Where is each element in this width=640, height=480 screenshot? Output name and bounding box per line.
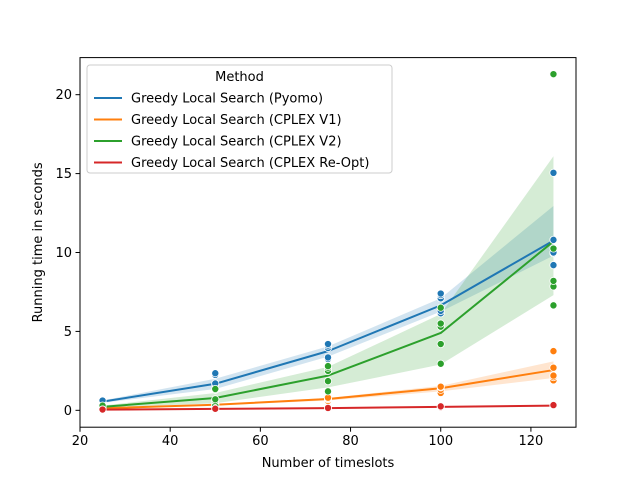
x-tick-label-80: 80	[342, 434, 359, 449]
point-series-4-9[interactable]	[436, 402, 445, 411]
point-series-4-7[interactable]	[323, 403, 332, 412]
point-series-3-23[interactable]	[549, 276, 558, 285]
legend-label-series-2[interactable]: Greedy Local Search (CPLEX V1)	[131, 113, 342, 128]
y-axis-title: Running time in seconds	[31, 162, 46, 322]
point-series-3-20[interactable]	[436, 303, 445, 312]
point-series-2-14[interactable]	[436, 382, 445, 391]
point-series-4-5[interactable]	[211, 404, 220, 413]
legend-label-series-1[interactable]: Greedy Local Search (Pyomo)	[131, 92, 323, 107]
legend-label-series-4[interactable]: Greedy Local Search (CPLEX Re-Opt)	[131, 156, 369, 171]
point-series-2-19[interactable]	[549, 347, 558, 356]
x-axis-title: Number of timeslots	[262, 456, 395, 471]
point-series-3-19[interactable]	[436, 319, 445, 328]
y-tick-label-0: 0	[64, 404, 72, 419]
plot-area	[98, 70, 558, 414]
point-series-3-16[interactable]	[436, 359, 445, 368]
point-series-3-24[interactable]	[549, 244, 558, 253]
legend[interactable]: Method Greedy Local Search (Pyomo) Greedy …	[86, 64, 393, 174]
legend-title: Method	[215, 70, 264, 85]
point-series-3-11[interactable]	[323, 387, 332, 396]
x-tick-label-120: 120	[518, 434, 543, 449]
y-tick-label-5: 5	[64, 325, 72, 340]
point-series-1-15[interactable]	[323, 340, 332, 349]
point-series-4-3[interactable]	[98, 405, 107, 414]
point-series-1-12[interactable]	[323, 353, 332, 362]
y-tick-label-15: 15	[55, 167, 72, 182]
line-series-3	[101, 240, 555, 408]
axes-frame	[79, 57, 577, 428]
point-series-3-25[interactable]	[549, 70, 558, 79]
point-series-2-18[interactable]	[549, 363, 558, 372]
point-series-2-17[interactable]	[549, 371, 558, 380]
point-series-1-25[interactable]	[549, 168, 558, 177]
point-series-4-12[interactable]	[549, 401, 558, 410]
point-series-3-15[interactable]	[323, 362, 332, 371]
point-series-1-21[interactable]	[549, 261, 558, 270]
point-series-1-10[interactable]	[211, 369, 220, 378]
x-tick-label-60: 60	[252, 434, 269, 449]
point-series-3-10[interactable]	[211, 385, 220, 394]
y-tick-label-10: 10	[55, 246, 72, 261]
point-series-3-21[interactable]	[549, 301, 558, 310]
axes: 20 40 60 80 100 120 0 5 10 15 20 Number of timeslot…	[31, 57, 577, 471]
legend-box	[86, 64, 393, 174]
point-series-3-17[interactable]	[436, 340, 445, 349]
x-tick-label-40: 40	[162, 434, 179, 449]
y-tick-label-20: 20	[55, 88, 72, 103]
point-series-1-20[interactable]	[436, 289, 445, 298]
plot-content	[98, 70, 558, 414]
x-tick-label-20: 20	[72, 434, 89, 449]
point-series-1-24[interactable]	[549, 235, 558, 244]
point-series-3-8[interactable]	[211, 395, 220, 404]
point-series-3-12[interactable]	[323, 377, 332, 386]
legend-label-series-3[interactable]: Greedy Local Search (CPLEX V2)	[131, 135, 342, 150]
x-tick-label-100: 100	[428, 434, 453, 449]
